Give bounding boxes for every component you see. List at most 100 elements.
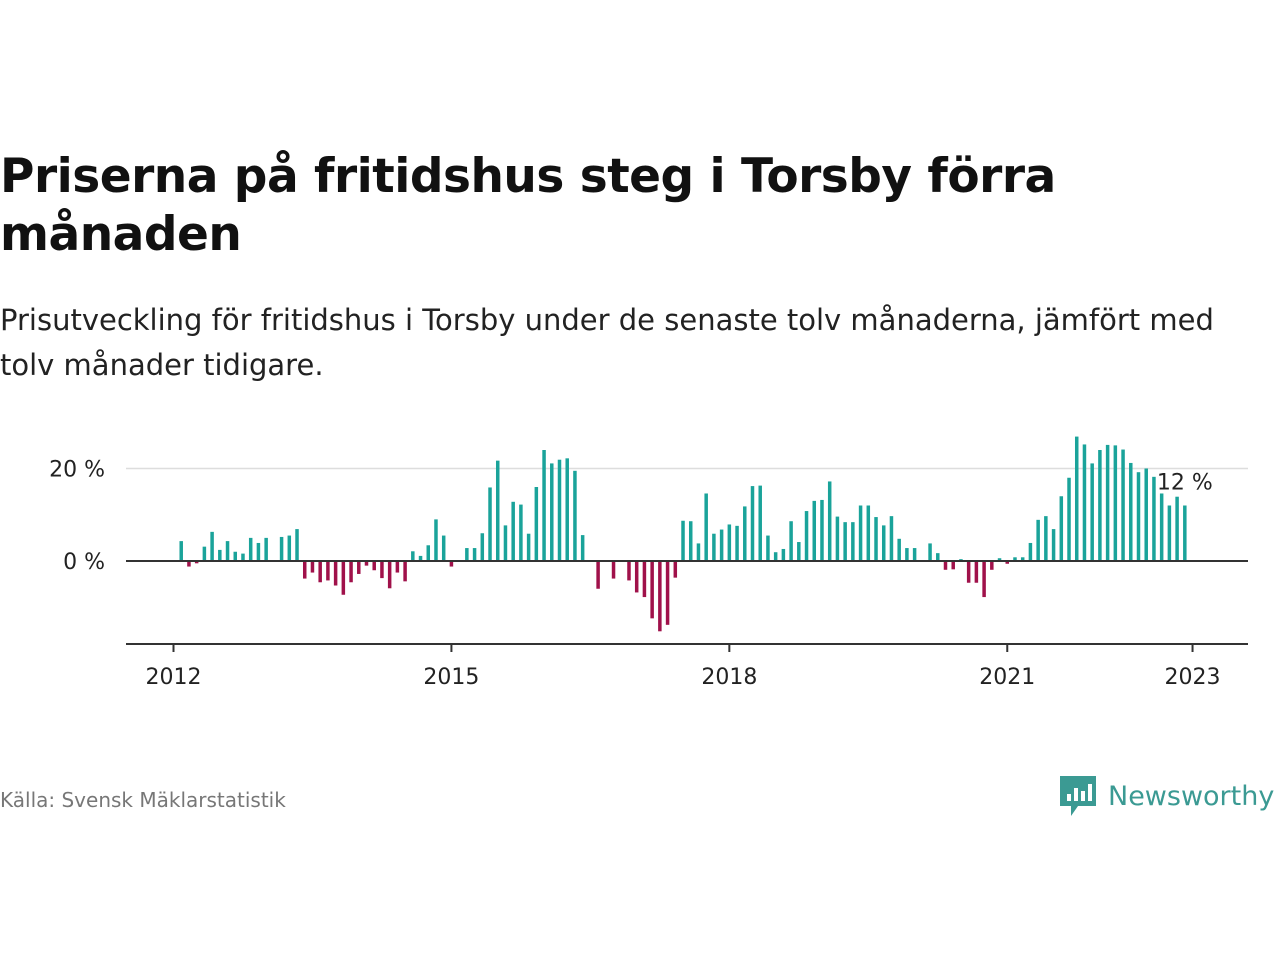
bar	[526, 533, 531, 561]
bar	[897, 538, 901, 561]
bar	[1113, 445, 1118, 562]
bar	[712, 533, 716, 561]
bar	[264, 537, 268, 562]
bar	[681, 520, 685, 561]
bar	[426, 545, 431, 561]
bar	[326, 561, 330, 581]
bar	[866, 505, 871, 561]
chart-subtitle: Prisutveckling för fritidshus i Torsby u…	[0, 303, 1214, 382]
bar	[966, 561, 971, 583]
bar	[434, 519, 438, 562]
bar	[550, 463, 554, 561]
bar	[658, 561, 662, 632]
bar	[627, 561, 631, 581]
bar	[225, 541, 230, 561]
bar	[503, 525, 508, 561]
bar	[341, 561, 346, 595]
bar	[210, 531, 214, 561]
bar	[480, 533, 485, 561]
bar	[279, 536, 284, 561]
bar	[936, 553, 940, 561]
bar	[735, 525, 739, 561]
bar	[673, 561, 678, 578]
bar	[403, 561, 407, 582]
bar	[302, 561, 307, 579]
bar	[310, 561, 315, 573]
bar	[843, 522, 847, 561]
bar	[1121, 449, 1125, 561]
bar	[1167, 505, 1172, 561]
bar	[519, 504, 523, 561]
bar	[596, 561, 600, 589]
bar	[495, 460, 500, 561]
bar	[611, 561, 616, 579]
bar	[851, 522, 855, 561]
bar	[943, 561, 948, 570]
bar	[1074, 436, 1079, 561]
bar	[1051, 529, 1056, 561]
x-axis-ticks: 2012 2015 2018 2021 2023	[146, 644, 1221, 690]
bar	[912, 548, 917, 561]
bar	[789, 521, 793, 561]
bar	[1129, 462, 1133, 561]
bar	[727, 524, 732, 561]
bar	[1036, 519, 1040, 561]
bar	[333, 561, 338, 586]
bar	[881, 525, 886, 561]
bar	[1059, 496, 1064, 561]
bar	[858, 505, 863, 561]
bar	[449, 561, 454, 567]
bar	[773, 552, 778, 561]
bar	[380, 561, 384, 579]
bar	[472, 548, 477, 561]
bar	[465, 548, 469, 561]
bars	[179, 436, 1187, 632]
bar	[218, 549, 222, 561]
bar	[418, 555, 423, 561]
bar	[1082, 444, 1087, 561]
bar	[202, 546, 207, 561]
bar	[357, 561, 361, 574]
bar	[951, 561, 955, 570]
bar	[411, 551, 415, 561]
bar	[758, 485, 762, 561]
bar	[1136, 472, 1141, 561]
bar	[743, 506, 747, 561]
bar	[696, 543, 701, 561]
bar	[827, 481, 832, 561]
bar	[1067, 477, 1071, 561]
bar	[248, 537, 253, 562]
bar	[187, 561, 191, 567]
bar	[634, 561, 639, 593]
y-axis-ticks: 0 % 20 %	[49, 458, 105, 576]
bar	[1028, 542, 1033, 561]
bar	[241, 553, 245, 561]
bar	[874, 517, 878, 561]
bar	[650, 561, 654, 619]
bar	[565, 458, 569, 561]
bar	[1090, 463, 1094, 561]
bar	[1144, 468, 1148, 561]
bar	[1098, 450, 1102, 561]
bar	[665, 561, 670, 625]
bar	[1105, 444, 1110, 561]
bar	[928, 543, 932, 561]
bar	[364, 561, 369, 566]
bar	[1175, 496, 1179, 561]
bar	[557, 459, 562, 561]
bar-chart: 0 % 20 % 2012 2015 2018 2021 2023 12 %	[49, 436, 1248, 690]
brand-name: Newsworthy	[1108, 780, 1275, 812]
bar	[372, 561, 376, 571]
newsworthy-logo-icon	[1060, 776, 1096, 816]
bar	[542, 450, 546, 561]
bar	[835, 516, 840, 561]
bar	[781, 548, 786, 561]
bar	[573, 470, 577, 561]
bar	[990, 561, 994, 570]
bar	[1044, 516, 1048, 561]
x-tick-label: 2018	[701, 665, 757, 690]
x-tick-label: 2015	[423, 665, 479, 690]
newsworthy-logo: Newsworthy	[1058, 774, 1274, 818]
bar	[812, 500, 817, 562]
bar	[511, 501, 515, 561]
